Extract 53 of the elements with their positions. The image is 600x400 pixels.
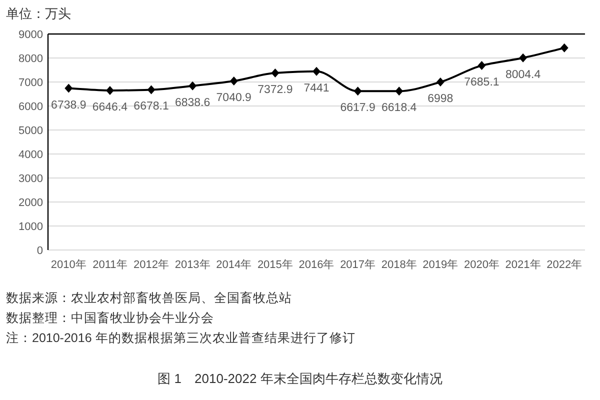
x-tick-label: 2013年 (174, 259, 210, 271)
y-tick-label: 5000 (18, 125, 43, 137)
data-label: 6678.1 (134, 100, 169, 113)
y-tick-label: 6000 (18, 101, 43, 113)
data-label: 6618.4 (382, 102, 418, 114)
point (147, 85, 156, 94)
data-label: 7040.9 (216, 92, 252, 104)
text: 图 1 2010-2022 年末全国肉牛存栏总数变化情况 (158, 371, 442, 386)
x-tick-label: 2017年 (340, 259, 376, 271)
text: 注：2010-2016 年的数据根据第三次农业普查结果进行了修订 (6, 330, 356, 345)
data-label: 7685.1 (464, 76, 500, 89)
x-tick-label: 2015年 (257, 259, 293, 271)
point (271, 68, 280, 78)
y-tick-label: 4000 (18, 149, 43, 161)
data-label: 6646.4 (92, 101, 128, 114)
data-label: 7441 (304, 82, 330, 94)
x-tick-label: 2019年 (422, 259, 458, 271)
y-tick-label: 7000 (18, 77, 43, 89)
x-tick-label: 2012年 (134, 259, 170, 271)
point (478, 61, 486, 70)
y-tick-label: 3000 (18, 173, 43, 185)
data-label: 6998 (428, 93, 454, 106)
data-label: 8004.4 (505, 68, 542, 81)
point (64, 84, 73, 93)
point (188, 81, 197, 90)
x-tick-label: 2011年 (92, 259, 128, 271)
x-tick-label: 2018年 (381, 259, 417, 271)
y-tick-label: 2000 (18, 197, 43, 209)
x-tick-label: 2016年 (298, 259, 334, 271)
x-tick-label: 2020年 (464, 259, 500, 271)
point (312, 66, 320, 76)
y-tick-label: 1000 (18, 221, 43, 233)
point (230, 76, 238, 86)
x-tick-label: 2022年 (546, 259, 582, 271)
point (395, 86, 404, 96)
x-tick-label: 2010年 (50, 259, 86, 271)
data-label: 6738.9 (51, 99, 86, 112)
data-label: 6838.6 (174, 96, 210, 109)
data-label: 6617.9 (340, 102, 376, 114)
x-tick-label: 2021年 (505, 259, 541, 271)
y-axis-title: 单位：万头 (6, 6, 71, 21)
point (436, 78, 444, 87)
y-tick-label: 8000 (18, 53, 43, 65)
point (354, 86, 362, 96)
point (106, 86, 114, 95)
y-tick-label: 0 (36, 245, 43, 257)
point (560, 43, 568, 52)
data-label: 7372.9 (258, 84, 293, 96)
source-note: 数据来源：农业农村部畜牧兽医局、全国畜牧总站 (6, 290, 292, 305)
text: 数据整理：中国畜牧业协会牛业分会 (6, 310, 214, 325)
point (519, 53, 528, 62)
y-tick-label: 9000 (18, 29, 43, 41)
x-tick-label: 2014年 (216, 259, 252, 271)
